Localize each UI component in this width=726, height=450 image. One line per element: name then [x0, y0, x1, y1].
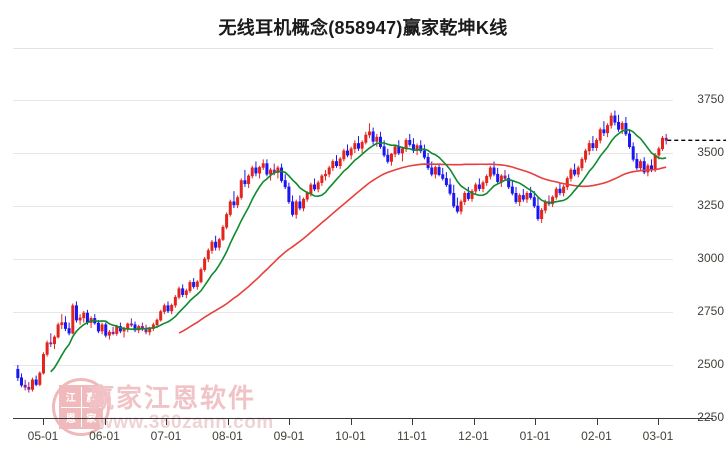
- x-axis-label: 05-01: [27, 429, 59, 443]
- x-axis-tick: [43, 419, 44, 425]
- header-divider: [13, 48, 713, 49]
- x-axis-tick: [350, 419, 352, 425]
- y-axis-label: 2750: [697, 304, 724, 318]
- x-axis-tick: [227, 419, 229, 425]
- y-axis-label: 2500: [697, 357, 724, 371]
- gridline: [13, 259, 673, 260]
- x-axis-label: 03-01: [642, 429, 674, 443]
- x-axis-tick: [289, 419, 290, 425]
- x-axis-label: 10-01: [335, 429, 366, 443]
- gridline: [13, 206, 673, 207]
- x-axis-label: 02-01: [581, 429, 612, 443]
- gridline: [13, 312, 673, 313]
- x-axis-label: 06-01: [89, 429, 120, 443]
- y-axis-label: 3750: [697, 92, 724, 106]
- y-axis-label: 3000: [697, 251, 724, 265]
- x-axis-label: 07-01: [150, 429, 182, 443]
- gridline: [13, 365, 673, 366]
- x-axis-label: 12-01: [458, 429, 489, 443]
- x-axis-tick: [412, 419, 413, 425]
- x-axis-label: 01-01: [519, 429, 551, 443]
- x-axis-tick: [166, 419, 167, 425]
- x-axis-label: 08-01: [212, 429, 243, 443]
- x-axis-tick: [596, 419, 598, 425]
- y-axis-label: 3250: [697, 198, 724, 212]
- x-axis-tick: [658, 419, 659, 425]
- x-axis-tick: [535, 419, 536, 425]
- y-axis-label: 3500: [697, 145, 724, 159]
- y-axis-label: 2250: [697, 410, 724, 424]
- page-title: 无线耳机概念(858947)赢家乾坤K线: [218, 18, 508, 38]
- x-axis-tick: [473, 419, 475, 425]
- x-axis-label: 09-01: [273, 429, 305, 443]
- x-axis-tick: [104, 419, 106, 425]
- gridline: [13, 100, 673, 101]
- x-axis-line: [13, 418, 713, 419]
- x-axis-label: 11-01: [397, 429, 427, 443]
